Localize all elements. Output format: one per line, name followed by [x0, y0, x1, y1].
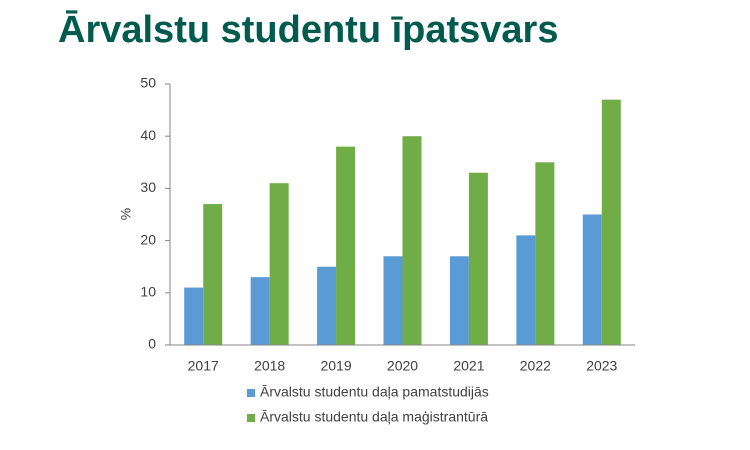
bar: [402, 136, 422, 345]
y-axis-label: %: [118, 208, 134, 220]
bar: [184, 287, 204, 345]
legend-swatch: [247, 414, 255, 422]
x-tick-label: 2019: [320, 358, 351, 374]
x-tick-label: 2021: [453, 358, 484, 374]
x-tick-label: 2018: [254, 358, 285, 374]
x-tick-label: 2020: [387, 358, 418, 374]
bar: [582, 214, 602, 345]
y-tick-label: 30: [140, 179, 156, 195]
bar: [601, 99, 621, 345]
y-tick-label: 10: [140, 284, 156, 300]
y-tick-label: 0: [148, 336, 156, 352]
bar: [250, 277, 270, 345]
legend-label: Ārvalstu studentu daļa maģistrantūrā: [260, 409, 488, 425]
bar: [317, 266, 337, 345]
legend-label: Ārvalstu studentu daļa pamatstudijās: [260, 384, 489, 400]
legend-swatch: [247, 389, 255, 397]
bar: [468, 172, 488, 345]
y-tick-label: 20: [140, 231, 156, 247]
y-tick-label: 50: [140, 75, 156, 91]
y-tick-label: 40: [140, 127, 156, 143]
bar: [449, 256, 469, 345]
bar: [203, 204, 223, 345]
x-tick-label: 2017: [188, 358, 219, 374]
bar: [516, 235, 536, 345]
bar: [336, 146, 356, 345]
x-tick-label: 2022: [520, 358, 551, 374]
bar: [269, 183, 289, 345]
x-tick-label: 2023: [586, 358, 617, 374]
bar: [535, 162, 555, 345]
bar: [383, 256, 403, 345]
chart-title: Ārvalstu studentu īpatsvars: [58, 9, 558, 51]
